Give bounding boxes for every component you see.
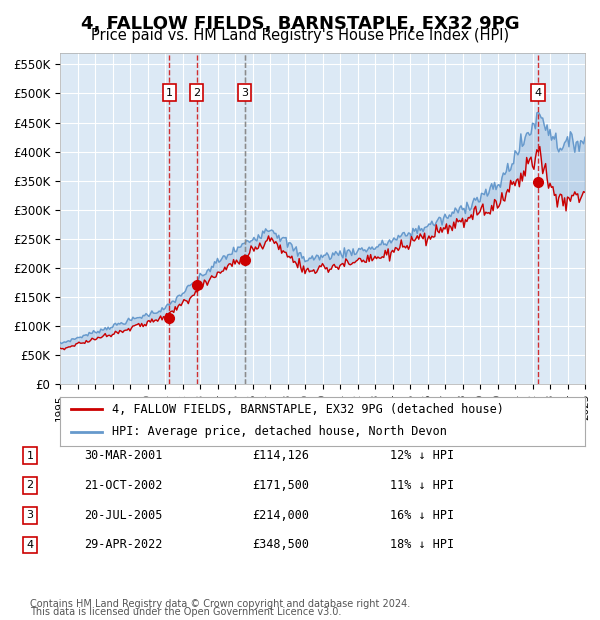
Text: 29-APR-2022: 29-APR-2022 [84, 539, 163, 551]
Text: 21-OCT-2002: 21-OCT-2002 [84, 479, 163, 492]
Text: 4, FALLOW FIELDS, BARNSTAPLE, EX32 9PG: 4, FALLOW FIELDS, BARNSTAPLE, EX32 9PG [80, 16, 520, 33]
Text: 4: 4 [26, 540, 34, 550]
Text: Contains HM Land Registry data © Crown copyright and database right 2024.: Contains HM Land Registry data © Crown c… [30, 599, 410, 609]
Text: £171,500: £171,500 [252, 479, 309, 492]
Text: 4: 4 [535, 87, 542, 97]
Text: 4, FALLOW FIELDS, BARNSTAPLE, EX32 9PG (detached house): 4, FALLOW FIELDS, BARNSTAPLE, EX32 9PG (… [113, 403, 505, 415]
Text: This data is licensed under the Open Government Licence v3.0.: This data is licensed under the Open Gov… [30, 607, 341, 617]
Text: 3: 3 [26, 510, 34, 520]
Text: 16% ↓ HPI: 16% ↓ HPI [390, 509, 454, 521]
Text: 2: 2 [26, 480, 34, 490]
Text: 1: 1 [166, 87, 173, 97]
Text: 18% ↓ HPI: 18% ↓ HPI [390, 539, 454, 551]
Text: 3: 3 [241, 87, 248, 97]
Text: 11% ↓ HPI: 11% ↓ HPI [390, 479, 454, 492]
Text: 12% ↓ HPI: 12% ↓ HPI [390, 450, 454, 462]
Text: 30-MAR-2001: 30-MAR-2001 [84, 450, 163, 462]
Text: HPI: Average price, detached house, North Devon: HPI: Average price, detached house, Nort… [113, 425, 448, 438]
Text: 20-JUL-2005: 20-JUL-2005 [84, 509, 163, 521]
Text: Price paid vs. HM Land Registry's House Price Index (HPI): Price paid vs. HM Land Registry's House … [91, 28, 509, 43]
Text: 1: 1 [26, 451, 34, 461]
Text: £214,000: £214,000 [252, 509, 309, 521]
Text: £348,500: £348,500 [252, 539, 309, 551]
Text: £114,126: £114,126 [252, 450, 309, 462]
Text: 2: 2 [193, 87, 200, 97]
